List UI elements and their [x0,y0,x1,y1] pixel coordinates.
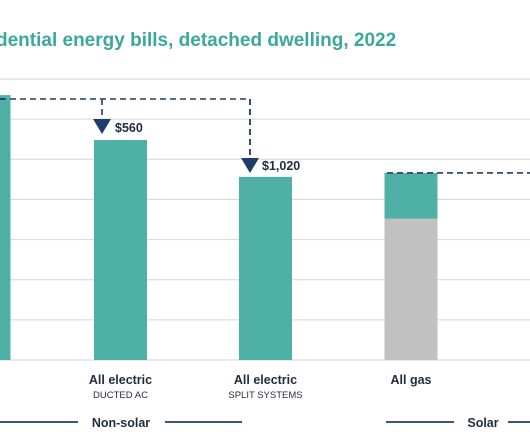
chart-title: dential energy bills, detached dwelling,… [0,30,396,51]
annotation-label: $1,020 [262,159,300,173]
group-label: Solar [467,416,498,430]
bar-segment [384,172,438,219]
bar-label: All electric [234,373,297,387]
bar-segment [384,218,438,360]
bar-segment [0,95,11,360]
annotation-label: $560 [115,121,143,135]
bar-label: All electric [89,373,152,387]
bar-segment [239,176,292,360]
bar-segment [94,140,147,360]
arrowhead [93,119,111,134]
bar-sublabel: DUCTED AC [93,390,148,401]
group-label: Non-solar [92,416,150,430]
bar-sublabel: SPLIT SYSTEMS [228,390,302,401]
bar-label: All gas [391,373,432,387]
arrowhead [241,158,259,173]
